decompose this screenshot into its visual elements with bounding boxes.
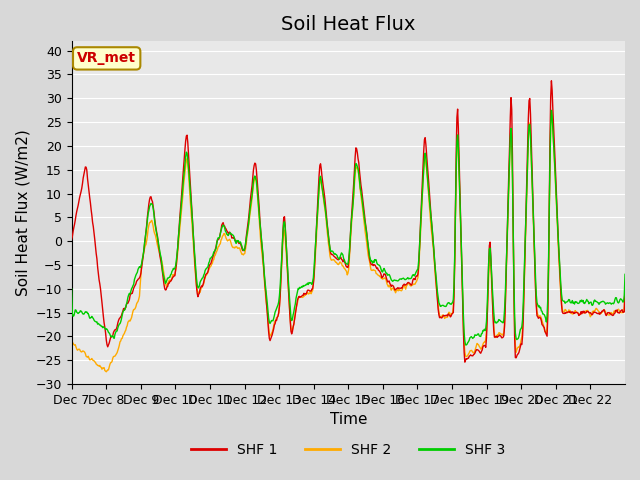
Title: Soil Heat Flux: Soil Heat Flux (281, 15, 415, 34)
Legend: SHF 1, SHF 2, SHF 3: SHF 1, SHF 2, SHF 3 (186, 438, 511, 463)
X-axis label: Time: Time (330, 412, 367, 427)
Text: VR_met: VR_met (77, 51, 136, 65)
Y-axis label: Soil Heat Flux (W/m2): Soil Heat Flux (W/m2) (15, 129, 30, 296)
